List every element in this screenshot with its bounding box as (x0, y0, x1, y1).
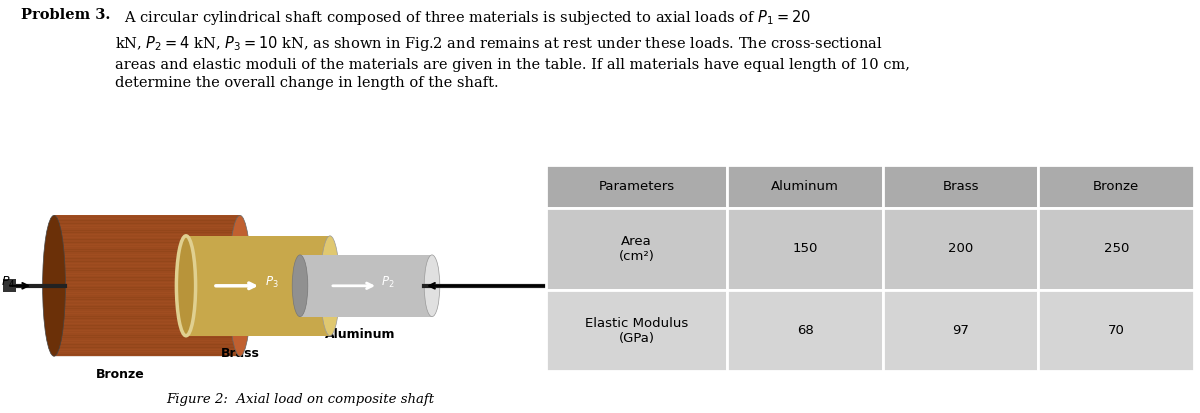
Bar (1038, 290, 1194, 371)
Bar (54, 216, 240, 356)
Bar (1038, 208, 1194, 290)
Bar (546, 208, 727, 290)
Bar (546, 290, 727, 371)
Bar (186, 236, 330, 336)
Bar (883, 208, 1038, 290)
Bar (558, 280, 571, 292)
Ellipse shape (425, 255, 440, 317)
Text: $P_3$: $P_3$ (265, 275, 278, 290)
Text: Brass: Brass (942, 180, 979, 193)
Text: Aluminum: Aluminum (772, 180, 839, 193)
Text: Elastic Modulus
(GPa): Elastic Modulus (GPa) (586, 317, 689, 344)
Bar (727, 290, 883, 371)
Text: 97: 97 (953, 324, 970, 337)
Text: Aluminum: Aluminum (325, 328, 395, 341)
Bar (883, 290, 1038, 371)
Bar (300, 255, 432, 317)
Ellipse shape (43, 215, 66, 356)
Bar (2, 280, 17, 292)
Text: A circular cylindrical shaft composed of three materials is subjected to axial l: A circular cylindrical shaft composed of… (115, 8, 911, 90)
Text: Bronze: Bronze (1093, 180, 1139, 193)
Text: 68: 68 (797, 324, 814, 337)
Bar (727, 165, 883, 208)
Text: $P_1$: $P_1$ (562, 275, 575, 290)
Text: 150: 150 (792, 242, 818, 256)
Text: Area
(cm²): Area (cm²) (619, 235, 655, 263)
Ellipse shape (320, 236, 340, 336)
Ellipse shape (228, 215, 252, 356)
Ellipse shape (176, 236, 196, 336)
Text: Parameters: Parameters (599, 180, 674, 193)
Text: Brass: Brass (221, 347, 259, 360)
Bar (727, 208, 883, 290)
Text: Problem 3.: Problem 3. (22, 8, 110, 22)
Text: $P_2$: $P_2$ (382, 275, 395, 290)
Bar (883, 165, 1038, 208)
Bar (1038, 165, 1194, 208)
Text: Bronze: Bronze (96, 368, 144, 380)
Bar (546, 165, 727, 208)
Text: $P_4$: $P_4$ (1, 275, 16, 290)
Ellipse shape (293, 255, 307, 317)
Text: 70: 70 (1108, 324, 1124, 337)
Text: Figure 2:  Axial load on composite shaft: Figure 2: Axial load on composite shaft (166, 393, 434, 406)
Text: 200: 200 (948, 242, 973, 256)
Text: 250: 250 (1104, 242, 1129, 256)
